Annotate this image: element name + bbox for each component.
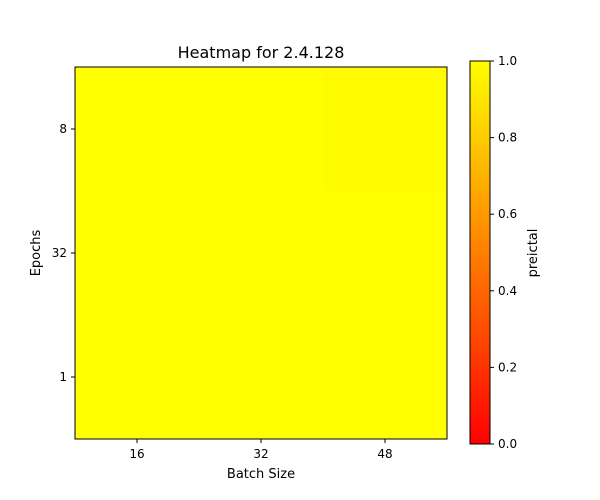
- colorbar-tick-label: 0.8: [498, 131, 517, 145]
- heatmap-cell: [75, 315, 200, 440]
- heatmap-cell: [199, 191, 324, 316]
- heatmap-cells: [75, 67, 448, 440]
- colorbar-tick-label: 0.0: [498, 437, 517, 451]
- colorbar-tick-label: 0.4: [498, 284, 517, 298]
- colorbar: [469, 60, 491, 445]
- heatmap-cell: [323, 67, 448, 192]
- colorbar-label: preictal: [526, 229, 541, 278]
- heatmap-cell: [75, 67, 200, 192]
- colorbar-tick-label: 0.6: [498, 207, 517, 221]
- y-tick-label: 32: [52, 246, 67, 260]
- colorbar-tick-label: 1.0: [498, 54, 517, 68]
- y-tick-label: 1: [59, 370, 67, 384]
- colorbar-tick-label: 0.2: [498, 360, 517, 374]
- heatmap-cell: [199, 315, 324, 440]
- x-axis-label: Batch Size: [227, 467, 295, 482]
- y-tick-label: 8: [59, 122, 67, 136]
- heatmap-cell: [323, 191, 448, 316]
- heatmap-cell: [199, 67, 324, 192]
- colorbar-ticks: 0.0 0.2 0.4 0.6 0.8 1.0: [490, 54, 517, 451]
- x-tick-label: 16: [129, 447, 144, 461]
- y-axis-label: Epochs: [29, 229, 44, 276]
- heatmap-cell: [75, 191, 200, 316]
- heatmap-cell: [323, 315, 448, 440]
- chart-title: Heatmap for 2.4.128: [178, 43, 345, 62]
- x-tick-label: 32: [253, 447, 268, 461]
- x-axis-ticks: 16 32 48: [129, 439, 393, 461]
- x-tick-label: 48: [377, 447, 392, 461]
- y-axis-ticks: 8 32 1: [52, 122, 75, 384]
